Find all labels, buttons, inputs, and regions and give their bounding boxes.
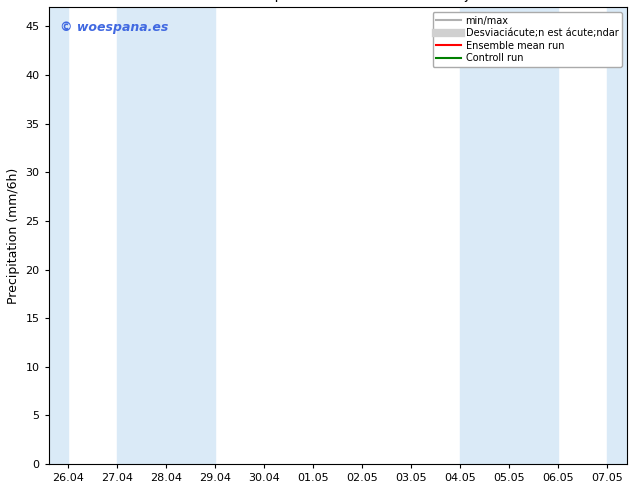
Y-axis label: Precipitation (mm/6h): Precipitation (mm/6h) bbox=[7, 168, 20, 304]
Text: jue. 25.04.2024 06 UTC: jue. 25.04.2024 06 UTC bbox=[464, 0, 627, 2]
Text: © woespana.es: © woespana.es bbox=[60, 21, 169, 34]
Bar bbox=[607, 7, 627, 464]
Legend: min/max, Desviaciácute;n est ácute;ndar, Ensemble mean run, Controll run: min/max, Desviaciácute;n est ácute;ndar,… bbox=[432, 12, 622, 67]
Bar bbox=[49, 7, 68, 464]
Text: CMC-ENS Time Series Cairo aeropuerto: CMC-ENS Time Series Cairo aeropuerto bbox=[49, 0, 320, 2]
Bar bbox=[460, 7, 559, 464]
Bar bbox=[117, 7, 216, 464]
